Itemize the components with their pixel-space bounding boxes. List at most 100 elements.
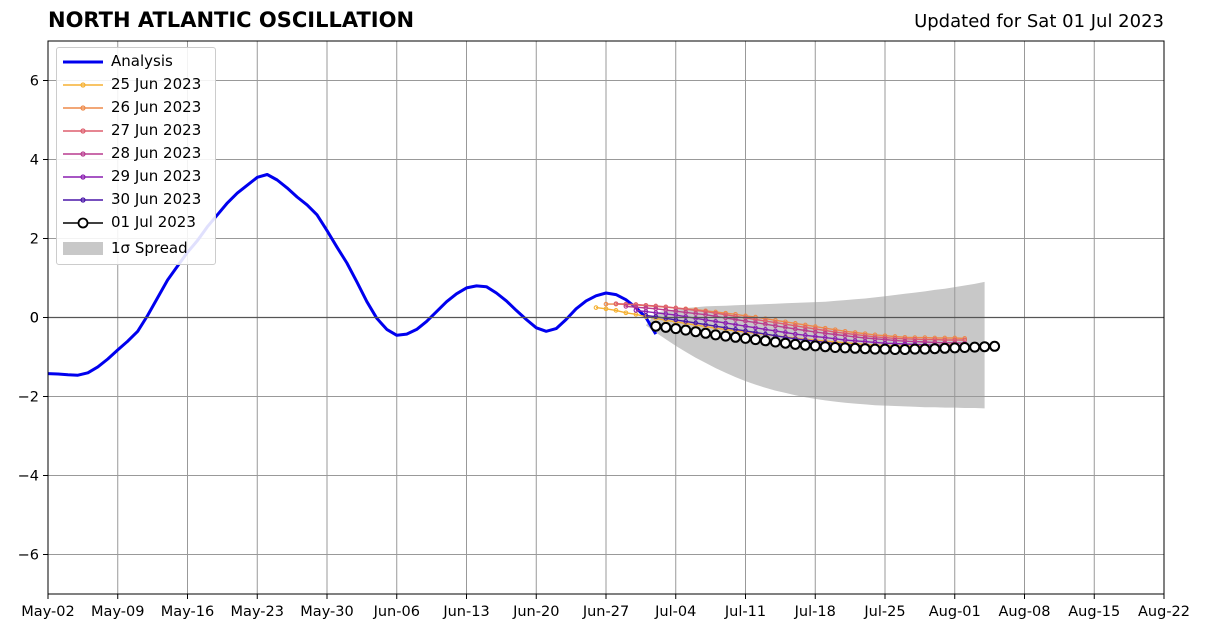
legend-label: 1σ Spread	[111, 239, 188, 257]
data-point-latest	[759, 335, 771, 347]
data-point-latest	[989, 340, 1001, 352]
data-point-latest	[710, 329, 722, 341]
data-point	[753, 320, 758, 325]
data-point-latest	[779, 337, 791, 349]
x-tick-label: Aug-22	[1138, 604, 1190, 620]
data-point	[852, 338, 858, 344]
x-tick-label: May-09	[91, 604, 144, 620]
data-point-latest	[969, 341, 981, 353]
data-point-latest	[939, 342, 951, 354]
data-point-latest	[959, 342, 971, 353]
legend-item-forecast: 29 Jun 2023	[57, 166, 217, 188]
data-point	[683, 319, 689, 324]
y-tick-label: 2	[30, 232, 39, 248]
x-tick-label: May-02	[21, 604, 74, 620]
data-point-latest	[899, 344, 911, 355]
x-tick-label: Jun-27	[582, 604, 629, 620]
data-point-latest	[750, 334, 761, 346]
data-point	[912, 339, 918, 344]
data-point-latest	[949, 342, 961, 354]
x-tick-label: Jul-25	[863, 604, 905, 620]
data-point-latest	[979, 341, 991, 353]
legend-swatch-spread	[63, 242, 103, 255]
x-tick-label: Jun-13	[442, 604, 489, 620]
updated-date-label: Updated for Sat 01 Jul 2023	[914, 11, 1164, 32]
data-point	[623, 304, 629, 309]
data-point-latest	[740, 332, 751, 344]
data-point	[723, 325, 728, 331]
data-point	[842, 333, 848, 339]
data-point	[633, 302, 639, 307]
series-layer	[47, 173, 1001, 377]
data-point-latest	[879, 343, 891, 355]
data-point-latest	[730, 331, 741, 343]
data-point	[703, 322, 708, 327]
legend-label: 26 Jun 2023	[111, 98, 202, 116]
data-point	[783, 325, 788, 330]
y-tick-label: 0	[30, 311, 39, 327]
data-point	[763, 327, 768, 332]
data-point	[812, 334, 818, 339]
data-point	[603, 306, 609, 312]
data-point	[663, 311, 669, 317]
data-point-latest	[690, 326, 702, 338]
data-point	[643, 302, 649, 308]
data-point	[773, 323, 778, 329]
data-point	[603, 301, 609, 307]
x-tick-label: Jun-20	[512, 604, 559, 620]
x-tick-label: May-30	[300, 604, 353, 620]
data-point-latest	[670, 323, 682, 335]
data-point	[733, 327, 738, 332]
data-point-latest	[700, 327, 712, 339]
data-point	[822, 330, 828, 336]
data-point	[932, 337, 938, 342]
data-point-latest	[650, 320, 662, 332]
data-point	[663, 315, 669, 321]
legend-item-forecast: 26 Jun 2023	[57, 97, 217, 119]
legend-label: Analysis	[111, 52, 173, 70]
x-tick-label: May-16	[161, 604, 214, 620]
x-tick-label: Jul-18	[794, 604, 836, 620]
x-tick-label: Aug-08	[999, 604, 1051, 620]
data-point	[733, 322, 738, 327]
legend-swatch-forecast	[63, 128, 103, 134]
data-point-latest	[819, 341, 831, 353]
data-point-latest	[869, 343, 881, 355]
legend-label: 30 Jun 2023	[111, 190, 202, 208]
data-point	[773, 328, 778, 334]
y-tick-label: −2	[18, 390, 39, 406]
legend-swatch-forecast	[63, 105, 103, 111]
y-tick-label: 4	[30, 153, 39, 169]
data-point	[812, 329, 818, 335]
data-point	[802, 328, 808, 333]
data-point	[952, 337, 958, 343]
x-axis-ticks: May-02 May-09 May-16 May-23 May-30 Jun-06 Jun-…	[21, 594, 1190, 620]
data-point	[832, 332, 838, 337]
data-point	[593, 305, 599, 310]
data-point	[792, 331, 798, 337]
legend-item-latest-forecast: 01 Jul 2023	[57, 212, 217, 234]
legend-label: 28 Jun 2023	[111, 144, 202, 162]
x-tick-label: Jul-04	[654, 604, 696, 620]
legend-swatch-forecast	[63, 151, 103, 157]
y-tick-label: −6	[18, 548, 39, 564]
data-point-latest	[680, 324, 692, 336]
data-point	[623, 310, 629, 316]
x-tick-label: Aug-01	[929, 604, 981, 620]
data-point	[683, 314, 689, 320]
data-point	[713, 323, 718, 329]
series-line	[625, 305, 965, 344]
data-point-latest	[789, 338, 801, 350]
data-point-latest	[839, 342, 851, 354]
legend-item-forecast: 25 Jun 2023	[57, 74, 217, 96]
data-point	[822, 335, 828, 340]
y-tick-label: 0	[30, 311, 39, 327]
series-line	[47, 173, 658, 377]
data-point-latest	[799, 339, 811, 351]
legend-swatch-forecast	[63, 174, 103, 180]
data-point	[653, 303, 659, 309]
data-point-latest	[849, 342, 861, 354]
data-point	[783, 330, 788, 335]
data-point	[902, 338, 908, 344]
